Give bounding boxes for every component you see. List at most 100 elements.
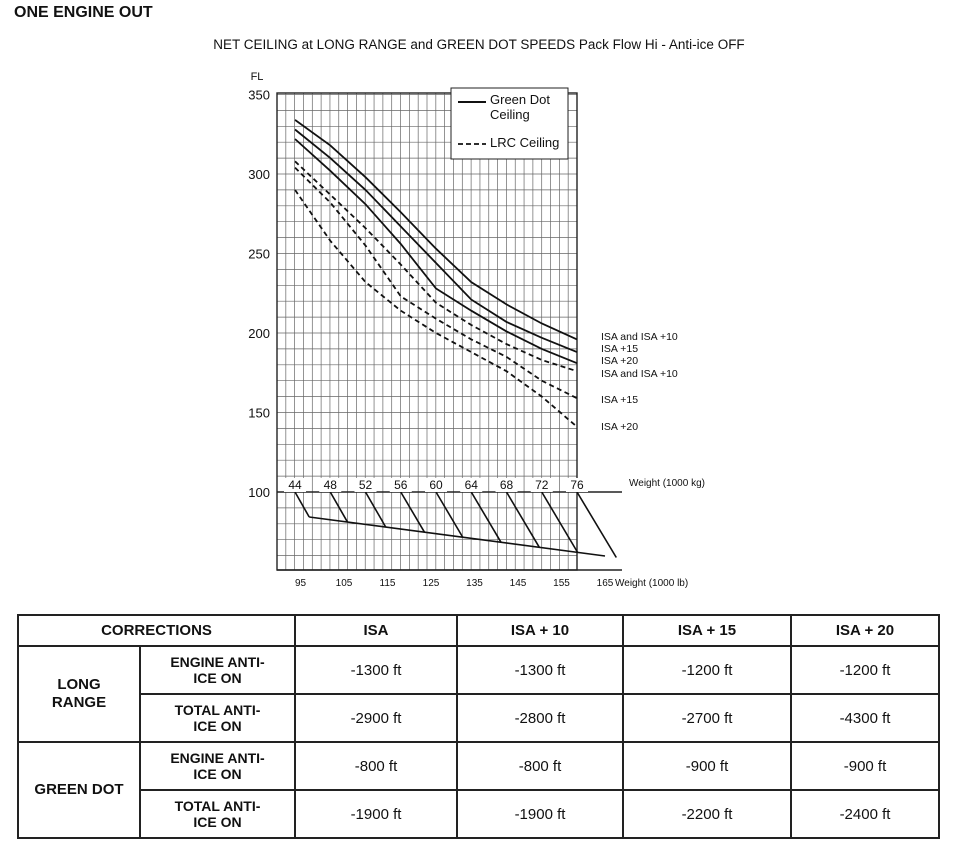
column-header: ISA + 10: [456, 614, 624, 647]
lb-tick-label: 125: [423, 578, 440, 589]
y-tick-label: 200: [248, 326, 270, 341]
kg-tick-label: 64: [465, 478, 479, 492]
series-line-lrc-ceiling: [294, 166, 578, 400]
correction-value: -1300 ft: [456, 645, 624, 695]
series-annotation: ISA and ISA +10: [601, 331, 678, 343]
conversion-guide-line: [400, 491, 426, 533]
kg-tick-label: 60: [429, 478, 443, 492]
conversion-guide-line: [435, 491, 464, 538]
kg-tick-label: 76: [570, 478, 584, 492]
chart-grid: [276, 93, 578, 570]
conversion-guide-line: [470, 491, 502, 543]
table-row: GREEN DOT ENGINE ANTI- ICE ON -800 ft -800 f…: [17, 741, 940, 839]
conversion-guide-line: [541, 491, 579, 553]
y-tick-label: 100: [248, 485, 270, 500]
conversion-guide-line: [505, 491, 541, 548]
kg-tick-bg: [284, 478, 306, 492]
corrections-table: CORRECTIONS ISA ISA + 10 ISA + 15 ISA + 20 LO…: [17, 614, 940, 839]
correction-value: -2900 ft: [294, 693, 458, 743]
correction-value: -2400 ft: [790, 789, 940, 839]
series-annotation: ISA and ISA +10: [601, 368, 678, 380]
legend-label: Green Dot: [490, 92, 550, 107]
correction-value: -1300 ft: [294, 645, 458, 695]
table-row: TOTAL ANTI- ICE ON -1900 ft -1900 ft -2200 f…: [18, 789, 940, 839]
kg-tick-bg: [460, 478, 483, 492]
lb-tick-label: 105: [336, 578, 353, 589]
y-axis-label: FL: [251, 71, 264, 83]
kg-tick-bg: [354, 478, 377, 492]
group-label: GREEN DOT: [17, 741, 141, 839]
table-row: TOTAL ANTI- ICE ON -2900 ft -2800 ft -2700 f…: [18, 693, 940, 743]
kg-tick-bg: [495, 478, 518, 492]
kg-tick-bg: [389, 478, 412, 492]
correction-value: -2700 ft: [622, 693, 792, 743]
lb-tick-label: 165: [597, 578, 614, 589]
series-line-lrc-ceiling: [294, 160, 578, 373]
series-annotation: ISA +15: [601, 343, 638, 355]
kg-axis-label: Weight (1000 kg): [629, 478, 705, 489]
lb-axis-label: Weight (1000 lb): [615, 578, 688, 589]
y-tick-label: 150: [248, 406, 270, 421]
row-label: ENGINE ANTI- ICE ON: [139, 741, 296, 791]
correction-value: -900 ft: [622, 741, 792, 791]
conversion-baseline: [309, 516, 606, 557]
y-tick-label: 350: [248, 88, 270, 103]
kg-tick-bg: [425, 478, 447, 492]
column-header: ISA + 15: [622, 614, 792, 647]
kg-tick-label: 44: [288, 478, 302, 492]
series-annotation: ISA +15: [601, 394, 638, 406]
row-label: TOTAL ANTI- ICE ON: [139, 693, 296, 743]
kg-tick-bg: [566, 478, 588, 492]
series-line-green-dot-ceiling: [294, 128, 578, 353]
legend-box: [450, 87, 569, 160]
column-header: ISA: [294, 614, 458, 647]
correction-value: -1900 ft: [456, 789, 624, 839]
page-heading: ONE ENGINE OUT: [14, 4, 153, 21]
table-header-row: CORRECTIONS ISA ISA + 10 ISA + 15 ISA + 20: [17, 614, 940, 647]
conversion-guide-line: [329, 491, 349, 523]
series-annotation: ISA +20: [601, 421, 638, 433]
correction-value: -1200 ft: [790, 645, 940, 695]
chart-subtitle: NET CEILING at LONG RANGE and GREEN DOT …: [213, 37, 745, 52]
series-annotation: ISA +20: [601, 355, 638, 367]
chart-series: [294, 119, 578, 428]
lb-tick-label: 155: [553, 578, 570, 589]
chart-axes: [276, 92, 622, 571]
lb-tick-label: 135: [466, 578, 483, 589]
kg-tick-label: 56: [394, 478, 408, 492]
legend-label: LRC Ceiling: [490, 135, 559, 150]
corrections-header: CORRECTIONS: [17, 614, 296, 647]
kg-tick-label: 52: [359, 478, 373, 492]
kg-tick-label: 68: [500, 478, 514, 492]
kg-tick-label: 72: [535, 478, 549, 492]
table-row: LONG RANGE ENGINE ANTI- ICE ON -1300 ft -1300…: [17, 645, 940, 743]
correction-value: -800 ft: [456, 741, 624, 791]
conversion-guide-line: [294, 491, 310, 518]
kg-tick-bg: [319, 478, 342, 492]
row-label: ENGINE ANTI- ICE ON: [139, 645, 296, 695]
group-label: LONG RANGE: [17, 645, 141, 743]
y-tick-label: 250: [248, 247, 270, 262]
lb-tick-label: 145: [510, 578, 527, 589]
correction-value: -1900 ft: [294, 789, 458, 839]
correction-value: -1200 ft: [622, 645, 792, 695]
row-label: TOTAL ANTI- ICE ON: [139, 789, 296, 839]
correction-value: -2800 ft: [456, 693, 624, 743]
correction-value: -900 ft: [790, 741, 940, 791]
conversion-guide-line: [364, 491, 387, 528]
kg-tick-bg: [530, 478, 553, 492]
lb-tick-label: 115: [380, 578, 396, 589]
series-line-green-dot-ceiling: [294, 119, 578, 341]
lb-tick-label: 95: [295, 578, 307, 589]
correction-value: -2200 ft: [622, 789, 792, 839]
weight-conversion-panel: [294, 491, 617, 558]
column-header: ISA + 20: [790, 614, 940, 647]
chart-labels: 100 150 200 250 300 350 FL 44 48 52 56 60 64 68 72 76 We…: [248, 71, 705, 589]
y-tick-label: 300: [248, 167, 270, 182]
series-line-green-dot-ceiling: [294, 138, 578, 365]
conversion-guide-line: [576, 491, 617, 558]
kg-tick-label: 48: [324, 478, 338, 492]
correction-value: -800 ft: [294, 741, 458, 791]
